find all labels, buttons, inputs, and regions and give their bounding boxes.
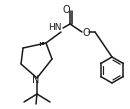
Text: HN: HN [48, 24, 62, 32]
Text: O: O [82, 28, 90, 38]
Text: O: O [62, 5, 70, 15]
Text: N: N [32, 75, 40, 85]
